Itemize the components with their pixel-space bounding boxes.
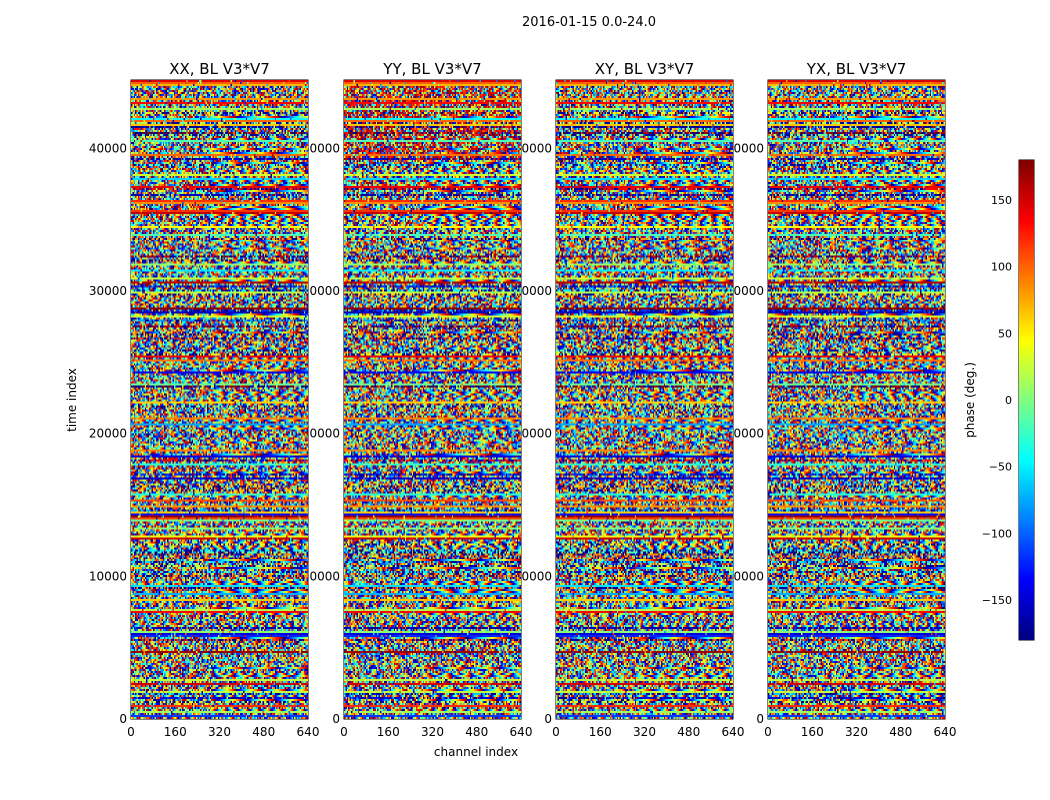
colorbar-tick-label: 100 xyxy=(991,261,1012,274)
y-tick-label: 30000 xyxy=(89,284,127,298)
colorbar-tick-label: 50 xyxy=(998,327,1012,340)
x-tick-label: 480 xyxy=(677,725,700,739)
x-tick-label: 0 xyxy=(764,725,772,739)
y-tick-label: 30000 xyxy=(726,284,764,298)
x-tick-label: 0 xyxy=(127,725,135,739)
y-tick-label: 0 xyxy=(756,712,764,726)
panel-title: YX, BL V3*V7 xyxy=(806,60,907,78)
y-tick-label: 30000 xyxy=(302,284,340,298)
colorbar-tick-label: −150 xyxy=(982,594,1012,607)
colorbar-gradient xyxy=(1019,160,1034,640)
x-tick-label: 320 xyxy=(633,725,656,739)
heatmap-image-4 xyxy=(768,80,945,719)
x-tick-label: 640 xyxy=(722,725,745,739)
colorbar-tick-label: 0 xyxy=(1005,394,1012,407)
y-tick-label: 30000 xyxy=(514,284,552,298)
x-tick-label: 640 xyxy=(297,725,320,739)
y-tick-label: 40000 xyxy=(302,141,340,155)
y-tick-label: 40000 xyxy=(726,141,764,155)
x-tick-label: 480 xyxy=(889,725,912,739)
colorbar-tick-label: −100 xyxy=(982,527,1012,540)
x-tick-label: 320 xyxy=(208,725,231,739)
y-tick-label: 0 xyxy=(332,712,340,726)
figure-title: 2016-01-15 0.0-24.0 xyxy=(522,15,656,30)
y-tick-label: 20000 xyxy=(89,427,127,441)
x-tick-label: 0 xyxy=(552,725,560,739)
x-axis-label: channel index xyxy=(434,745,518,759)
heatmap-image-1 xyxy=(131,80,308,719)
x-tick-label: 480 xyxy=(465,725,488,739)
x-tick-label: 640 xyxy=(510,725,533,739)
panel-2: YY, BL V3*V7 0 160 320 480 640 0 10000 20000 3000… xyxy=(302,60,533,739)
x-tick-label: 160 xyxy=(164,725,187,739)
x-tick-label: 480 xyxy=(252,725,275,739)
y-tick-label: 0 xyxy=(544,712,552,726)
y-axis-label: time index xyxy=(65,368,79,432)
y-tick-label: 10000 xyxy=(89,569,127,583)
y-tick-label: 0 xyxy=(119,712,127,726)
y-tick-label: 10000 xyxy=(514,569,552,583)
y-tick-label: 10000 xyxy=(302,569,340,583)
y-tick-label: 20000 xyxy=(726,427,764,441)
colorbar-tick-label: 150 xyxy=(991,194,1012,207)
x-tick-label: 320 xyxy=(421,725,444,739)
panel-title: YY, BL V3*V7 xyxy=(382,60,481,78)
x-tick-label: 160 xyxy=(589,725,612,739)
y-tick-label: 40000 xyxy=(514,141,552,155)
x-tick-label: 0 xyxy=(340,725,348,739)
x-tick-label: 640 xyxy=(934,725,957,739)
y-tick-label: 20000 xyxy=(514,427,552,441)
panel-title: XY, BL V3*V7 xyxy=(595,60,695,78)
y-tick-label: 10000 xyxy=(726,569,764,583)
x-tick-label: 320 xyxy=(845,725,868,739)
colorbar-tick-label: −50 xyxy=(989,461,1012,474)
x-tick-label: 160 xyxy=(377,725,400,739)
panel-title: XX, BL V3*V7 xyxy=(169,60,270,78)
colorbar-label: phase (deg.) xyxy=(963,362,977,438)
y-tick-label: 20000 xyxy=(302,427,340,441)
y-tick-label: 40000 xyxy=(89,141,127,155)
heatmap-image-2 xyxy=(344,80,521,719)
x-tick-label: 160 xyxy=(801,725,824,739)
heatmap-image-3 xyxy=(556,80,733,719)
panel-4: YX, BL V3*V7 0 160 320 480 640 0 10000 20000 3000… xyxy=(726,60,957,739)
